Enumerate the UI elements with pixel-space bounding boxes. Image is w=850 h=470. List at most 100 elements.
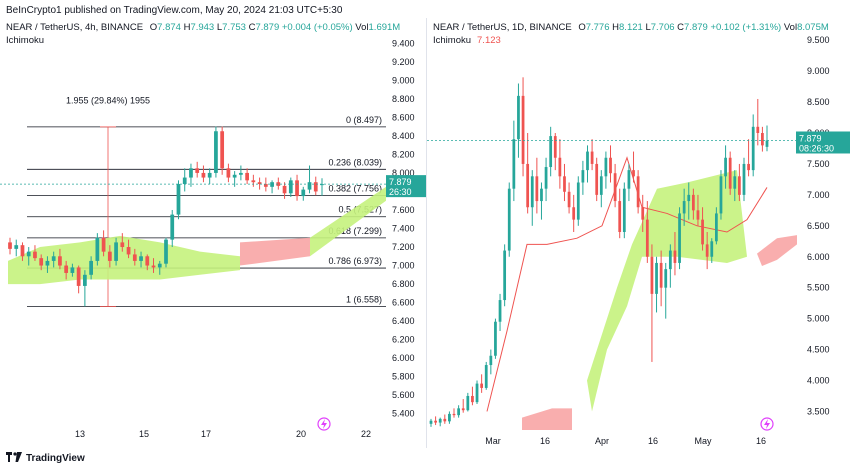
candle-body xyxy=(714,213,718,242)
y-tick-label: 4.000 xyxy=(807,376,830,386)
candle-body xyxy=(164,239,168,264)
y-tick-label: 8.500 xyxy=(807,97,830,107)
y-tick-label: 8.200 xyxy=(392,149,415,159)
right-chart-svg[interactable]: 9.5009.0008.5008.0007.5007.0006.5006.000… xyxy=(427,18,850,448)
candle-body xyxy=(641,207,645,220)
ichimoku-cloud xyxy=(587,170,747,412)
y-tick-label: 3.500 xyxy=(807,406,830,416)
candle-body xyxy=(747,163,750,171)
candle-body xyxy=(535,176,539,202)
published-header: BeInCrypto1 published on TradingView.com… xyxy=(6,5,343,16)
candle-body xyxy=(604,157,608,177)
candle-body xyxy=(558,157,562,177)
candle-body xyxy=(176,184,181,215)
left-indicator-label[interactable]: Ichimoku xyxy=(6,35,45,46)
candle-body xyxy=(498,300,502,322)
price-tag-bg xyxy=(386,175,426,198)
y-tick-label: 7.000 xyxy=(392,261,415,271)
candle-body xyxy=(728,157,732,189)
x-tick-label: 16 xyxy=(540,436,550,446)
candle-body xyxy=(636,176,640,208)
candle-body xyxy=(682,201,686,214)
y-tick-label: 5.600 xyxy=(392,390,415,400)
candle-body xyxy=(313,182,318,192)
left-chart-svg[interactable]: 0 (8.497)0.236 (8.039)0.382 (7.756)0.5 (… xyxy=(0,18,426,448)
y-tick-label: 6.800 xyxy=(392,279,415,289)
candle-body xyxy=(696,210,700,220)
candle-body xyxy=(553,136,557,158)
candle-body xyxy=(151,265,156,268)
candle-body xyxy=(466,395,470,411)
x-tick-label: 20 xyxy=(296,429,306,439)
candle-body xyxy=(239,172,243,175)
candle-body xyxy=(245,172,249,181)
candle-body xyxy=(33,251,37,259)
fib-level-label: 1 (6.558) xyxy=(346,294,382,304)
y-tick-label: 5.000 xyxy=(807,314,830,324)
right-open: 7.776 xyxy=(585,22,610,33)
ichimoku-cloud xyxy=(522,408,572,430)
candle-body xyxy=(39,258,44,266)
price-tag-bg xyxy=(796,131,850,154)
right-vol-label: Vol xyxy=(783,22,798,33)
candle-body xyxy=(586,151,589,171)
left-low: 7.753 xyxy=(222,22,246,33)
right-low: 7.706 xyxy=(650,22,675,33)
candle-body xyxy=(95,237,100,261)
x-tick-label: 17 xyxy=(201,429,211,439)
left-open: 7.874 xyxy=(157,22,181,33)
left-l-label: L xyxy=(216,22,223,33)
candle-body xyxy=(107,251,112,261)
right-legend: NEAR / TetherUS, 1D, BINANCE O7.776 H8.1… xyxy=(433,22,829,46)
candle-body xyxy=(507,188,511,251)
candle-body xyxy=(45,260,50,266)
right-indicator-value: 7.123 xyxy=(477,35,501,46)
tradingview-brand[interactable]: TradingView xyxy=(26,453,85,464)
candle-body xyxy=(132,254,137,261)
y-tick-label: 7.600 xyxy=(392,205,415,215)
candle-body xyxy=(733,176,737,189)
candle-body xyxy=(295,180,299,197)
y-tick-label: 6.600 xyxy=(392,298,415,308)
lightning-icon xyxy=(317,417,331,431)
candle-body xyxy=(157,263,162,268)
candle-body xyxy=(58,256,62,266)
candle-body xyxy=(434,420,437,423)
candle-body xyxy=(120,242,125,248)
candle-body xyxy=(126,247,131,255)
footer: TradingView xyxy=(6,452,85,465)
candle-body xyxy=(70,267,75,273)
y-tick-label: 6.200 xyxy=(392,335,415,345)
right-chart-panel[interactable]: NEAR / TetherUS, 1D, BINANCE O7.776 H8.1… xyxy=(427,18,850,448)
candle-body xyxy=(549,136,553,168)
candle-body xyxy=(655,262,658,294)
candle-body xyxy=(226,168,231,178)
right-symbol: NEAR / TetherUS, 1D, BINANCE xyxy=(433,22,572,33)
candle-body xyxy=(632,170,635,177)
tradingview-logo-icon[interactable] xyxy=(6,452,22,465)
candle-body xyxy=(201,172,206,178)
candle-body xyxy=(182,177,187,185)
candle-body xyxy=(20,245,25,257)
candle-body xyxy=(301,189,306,197)
candle-body xyxy=(480,383,484,388)
x-tick-label: 13 xyxy=(75,429,85,439)
candle-body xyxy=(14,245,19,249)
candle-body xyxy=(517,95,520,140)
x-tick-label: 22 xyxy=(361,429,371,439)
ichimoku-cloud xyxy=(310,186,386,257)
candle-body xyxy=(673,250,677,263)
y-tick-label: 7.000 xyxy=(807,190,830,200)
right-indicator-label[interactable]: Ichimoku xyxy=(433,35,472,46)
candle-body xyxy=(457,408,460,416)
candle-body xyxy=(618,201,622,232)
lightning-icon-glyph xyxy=(764,419,770,429)
candle-body xyxy=(207,172,212,178)
left-chart-panel[interactable]: NEAR / TetherUS, 4h, BINANCE O7.874 H7.9… xyxy=(0,18,426,448)
candle-body xyxy=(8,242,12,249)
price-tag-timer: 26:30 xyxy=(389,187,412,197)
candle-body xyxy=(83,274,87,286)
candle-body xyxy=(599,176,603,195)
y-tick-label: 4.500 xyxy=(807,345,830,355)
candle-body xyxy=(668,250,672,270)
